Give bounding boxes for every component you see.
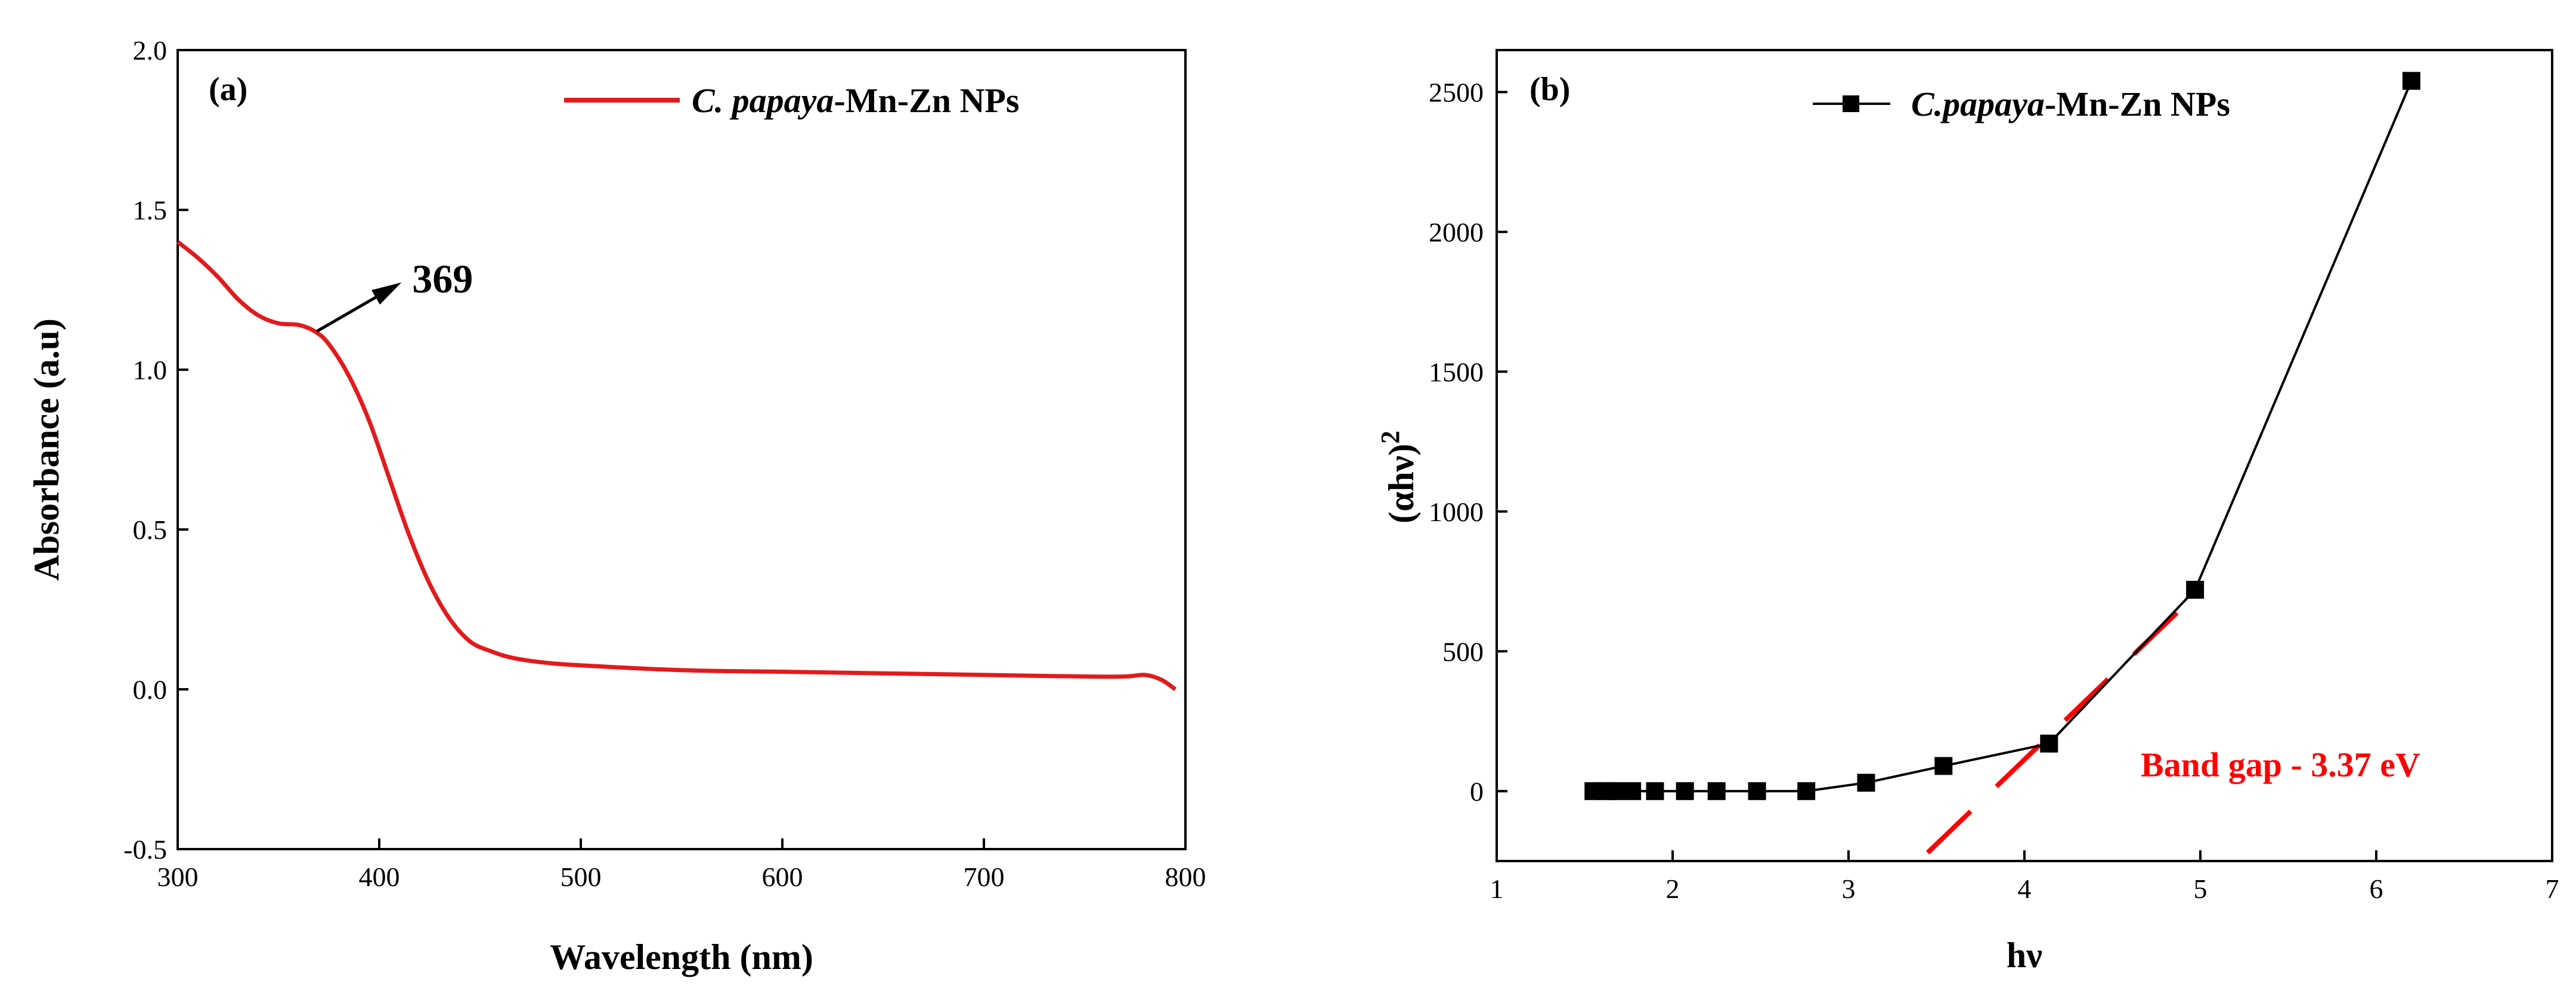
- y-tick-label: -0.5: [123, 834, 167, 865]
- y-tick-label: 0.5: [133, 515, 168, 545]
- data-point-marker: [2186, 581, 2205, 599]
- y-tick-label: 1.5: [133, 195, 168, 225]
- tangent-line: [1925, 593, 2197, 854]
- y-tick-label: 2500: [1429, 77, 1484, 107]
- data-point-marker: [1797, 782, 1816, 800]
- x-tick-label: 3: [1842, 874, 1856, 904]
- x-tick-label: 1: [1490, 874, 1504, 904]
- y-tick-label: 1500: [1429, 357, 1484, 387]
- y-tick-label: 0.0: [133, 674, 168, 705]
- data-point-marker: [1646, 782, 1664, 800]
- y-axis-title-a: Absorbance (a.u): [27, 318, 66, 581]
- tauc-markers: [1584, 72, 2420, 800]
- x-axis-ticks-b: 1 2 3 4 5 6 7: [1490, 850, 2559, 904]
- legend-label-a: C. papaya-Mn-Zn NPs: [692, 81, 1019, 120]
- legend-marker-b: [1843, 95, 1859, 112]
- tauc-line: [1593, 80, 2413, 792]
- data-point-marker: [1676, 782, 1694, 800]
- band-gap-label: Band gap - 3.37 eV: [2141, 745, 2420, 784]
- data-point-marker: [1857, 773, 1875, 792]
- data-point-marker: [2040, 735, 2058, 753]
- y-axis-title-b: (αhν)2: [1376, 431, 1421, 524]
- x-axis-title-a: Wavelength (nm): [550, 937, 813, 977]
- y-axis-ticks-b: 0 500 1000 1500 2000 2500: [1429, 77, 1507, 807]
- annotation-369: 369: [412, 256, 473, 302]
- data-point-marker: [1623, 782, 1642, 800]
- absorbance-line: [176, 240, 1177, 691]
- x-axis-title-b: hν: [2007, 936, 2042, 975]
- x-tick-label: 800: [1165, 862, 1206, 892]
- x-tick-label: 600: [762, 862, 803, 892]
- x-tick-label: 300: [157, 862, 199, 892]
- y-axis-ticks-a: -0.5 0.0 0.5 1.0 1.5 2.0: [123, 35, 188, 865]
- legend-label-b: C.papaya-Mn-Zn NPs: [1911, 85, 2230, 123]
- annotation-arrowhead: [371, 282, 402, 305]
- panel-a: 300 400 500 600 700 800 -0.5 0.0 0.5 1.0 1.5 2.0 (…: [27, 35, 1206, 977]
- x-axis-ticks-a: 300 400 500 600 700 800: [157, 838, 1206, 892]
- y-tick-label: 2.0: [133, 35, 168, 66]
- panel-label-a: (a): [209, 71, 247, 108]
- y-tick-label: 0: [1470, 776, 1484, 807]
- panel-b: 1 2 3 4 5 6 7 0 500 1000 1500 2000 2500 (b) C.papay…: [1376, 49, 2559, 975]
- y-tick-label: 500: [1442, 636, 1484, 667]
- data-point-marker: [2402, 72, 2420, 90]
- panel-label-b: (b): [1530, 71, 1570, 108]
- x-tick-label: 7: [2546, 874, 2559, 904]
- y-tick-label: 1.0: [133, 355, 168, 385]
- x-tick-label: 4: [2018, 874, 2032, 904]
- x-tick-label: 700: [964, 862, 1005, 892]
- y-tick-label: 1000: [1429, 497, 1484, 527]
- x-tick-label: 400: [359, 862, 400, 892]
- plot-frame-a: [177, 49, 1187, 850]
- data-point-marker: [1748, 782, 1766, 800]
- x-tick-label: 5: [2194, 874, 2207, 904]
- plot-frame-b: [1496, 49, 2553, 862]
- data-point-marker: [1607, 782, 1626, 800]
- data-point-marker: [1934, 757, 1953, 775]
- y-tick-label: 2000: [1429, 217, 1484, 247]
- x-tick-label: 500: [561, 862, 602, 892]
- x-tick-label: 6: [2370, 874, 2383, 904]
- x-tick-label: 2: [1666, 874, 1680, 904]
- data-point-marker: [1707, 782, 1726, 800]
